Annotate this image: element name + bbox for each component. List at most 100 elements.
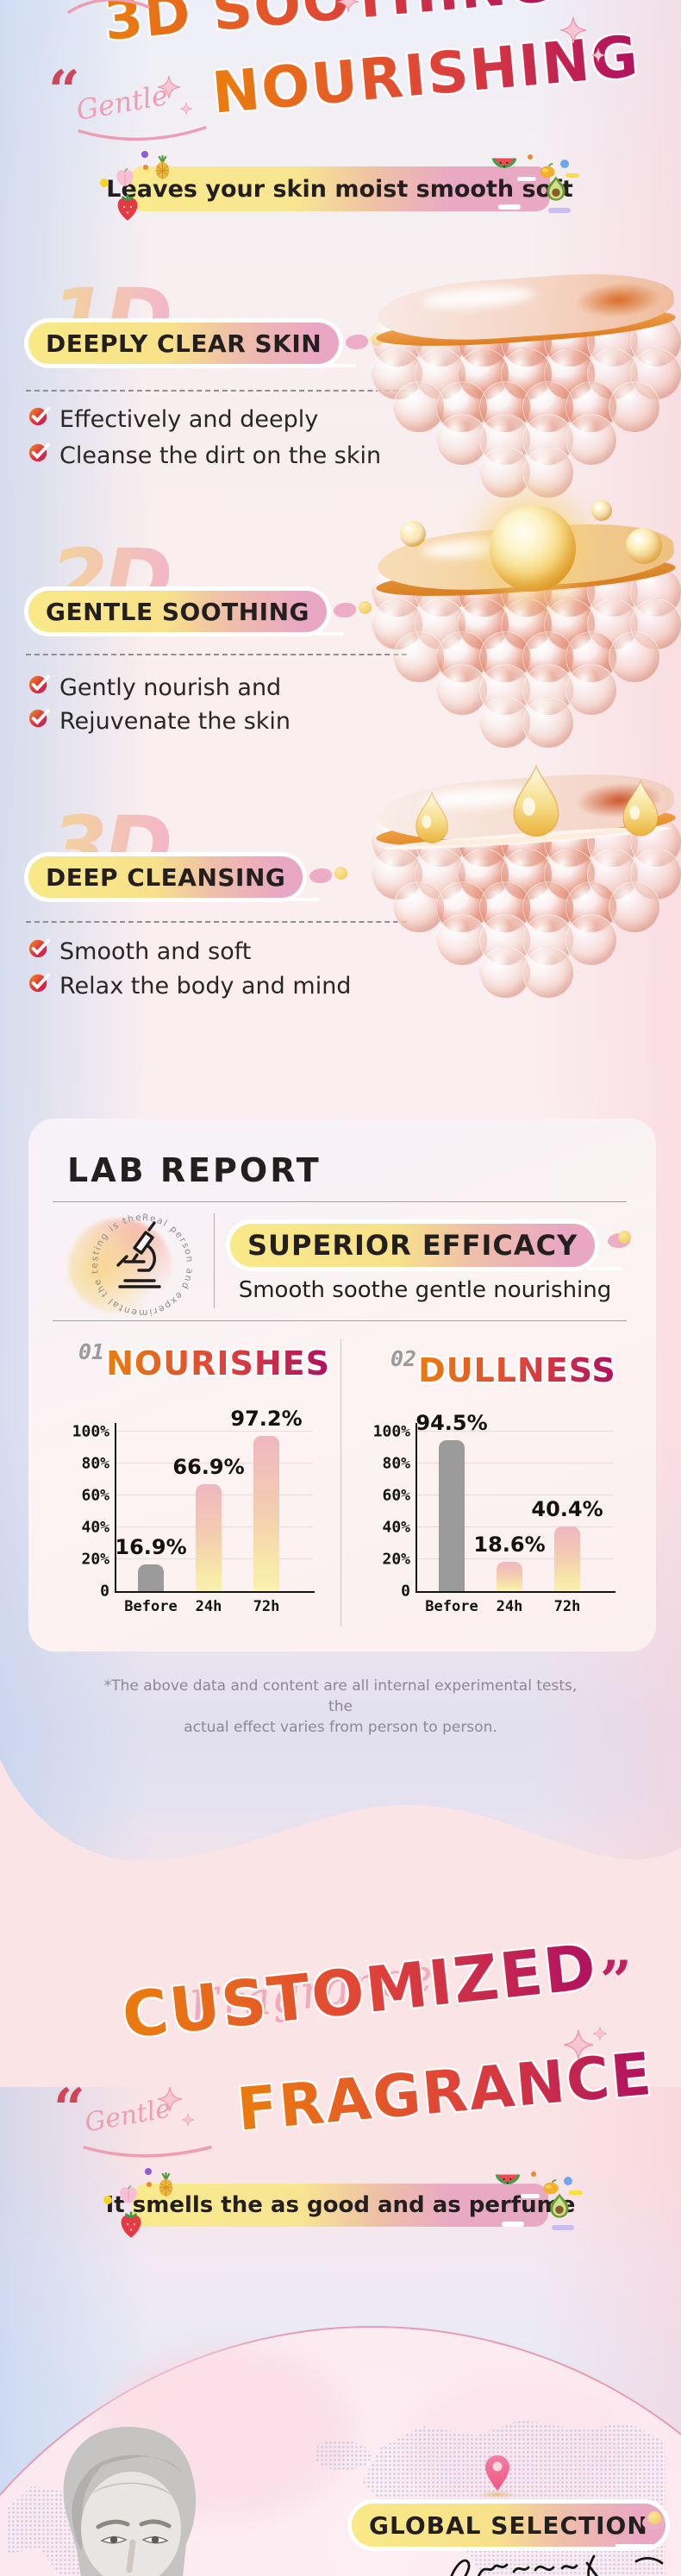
curl-decor [587, 1267, 622, 1270]
curl-decor [615, 2544, 653, 2548]
bar-value-label: 97.2% [230, 1407, 303, 1432]
x-tick-label: Before [425, 1598, 478, 1615]
tagline-text: Leaves your skin moist smooth soft [106, 175, 573, 203]
y-tick-label: 60% [382, 1486, 410, 1505]
dashed-divider [26, 921, 407, 923]
bullet-item: Cleanse the dirt on the skin [28, 442, 381, 469]
y-tick-label: 80% [81, 1454, 109, 1473]
bar-chart-nourishes: 100% 80% 60% 40% 20% 0 16.9% Before 66.9% 24h 97.2… [72, 1407, 315, 1615]
section-title-pill: DEEP CLEANSING [28, 856, 348, 901]
feature-section-3d: 3D DEEP CLEANSING Smooth and soft Relax … [0, 776, 681, 1035]
gold-dot-decor [648, 2511, 661, 2524]
sparkle-icon [337, 0, 359, 16]
tagline-banner: Leaves your skin moist smooth soft [100, 151, 579, 221]
feature-section-2d: 2D GENTLE SOOTHING Gently nourish and Re… [0, 519, 681, 778]
bar-72h [253, 1436, 279, 1591]
gridline [417, 1526, 614, 1527]
location-pin-icon [483, 2454, 512, 2493]
curl-decor [291, 898, 321, 901]
superior-efficacy-pill: SUPERIOR EFFICACY [230, 1224, 596, 1267]
y-tick-label: 100% [372, 1422, 410, 1441]
efficacy-subtitle: Smooth soothe gentle nourishing [238, 1277, 612, 1303]
y-tick-label: 40% [382, 1518, 410, 1537]
sparkle-icon [181, 2113, 195, 2129]
skin-cell-bubble [565, 664, 617, 716]
y-tick-label: 20% [382, 1550, 410, 1569]
swash-decor [83, 2144, 212, 2165]
open-quote: “ [48, 59, 80, 123]
bar-chart-dullness: 100% 80% 60% 40% 20% 0 94.5% Before 18.6% 24h 40.4… [373, 1411, 615, 1615]
check-icon [28, 972, 51, 1000]
bar-before [138, 1564, 164, 1591]
bar-value-label: 66.9% [172, 1455, 245, 1480]
skin-cell-bubble [565, 414, 617, 466]
perfumer-portrait [24, 2422, 231, 2576]
section-title-pill: DEEPLY CLEAR SKIN [28, 323, 384, 367]
skin-cell-bubble [522, 447, 574, 498]
gold-droplet-icon [509, 764, 564, 845]
bar-before [439, 1440, 465, 1591]
swash-decor [78, 126, 207, 147]
bullet-item: Gently nourish and [28, 674, 281, 701]
sparkle-icon [157, 2086, 183, 2115]
feature-section-1d: 1D DEEPLY CLEAR SKIN Effectively and dee… [0, 269, 681, 528]
world-map-patch [316, 2441, 371, 2470]
dashed-divider [26, 654, 407, 655]
global-selection-pill: GLOBAL SELECTION [352, 2504, 665, 2547]
sparkle-icon [179, 102, 193, 118]
gold-bubble [626, 528, 662, 564]
gold-dot-decor [334, 867, 348, 880]
x-tick-label: Before [124, 1598, 178, 1615]
y-tick-label: 100% [72, 1422, 109, 1441]
gold-bubble [400, 521, 426, 547]
check-icon [28, 937, 51, 965]
pin-shadow [479, 2491, 515, 2498]
skin-cell-bubble [609, 881, 660, 933]
fragrance-tagline-banner: It smells the as good and as perfume [103, 2168, 583, 2238]
bar-value-label: 40.4% [531, 1497, 603, 1522]
section-title: GENTLE SOOTHING [46, 597, 309, 626]
section-title-pill: GENTLE SOOTHING [28, 591, 372, 636]
svg-text:Real person and experimental t: Real person and experimental the testing… [90, 1213, 195, 1318]
wave-background [0, 1759, 681, 2087]
open-quote: “ [53, 2077, 85, 2141]
chart-title-nourishes: 01NOURISHES [78, 1339, 330, 1382]
dash-decor [502, 2222, 524, 2227]
bar-24h [497, 1561, 522, 1591]
y-tick-label: 60% [81, 1486, 109, 1505]
microscope-icon [116, 1221, 161, 1288]
gold-dot-decor [618, 1231, 631, 1244]
swash-decor [67, 0, 150, 19]
x-tick-label: 72h [553, 1598, 581, 1615]
bar-value-label: 16.9% [115, 1534, 187, 1559]
bar-24h [196, 1484, 222, 1591]
badge-circle-text: Real person and experimental the testing… [90, 1213, 193, 1318]
bullet-item: Effectively and deeply [28, 405, 318, 433]
disclaimer-text: *The above data and content are all inte… [103, 1677, 578, 1736]
x-tick-label: 72h [253, 1598, 280, 1615]
close-quote: ” [600, 1949, 632, 2014]
sparkle-icon [590, 47, 606, 66]
skin-cell-bubble [479, 697, 531, 749]
blob-decor [309, 868, 333, 883]
sparkle-icon [592, 2026, 608, 2044]
gold-essence-sphere [490, 505, 576, 592]
bar-value-label: 18.6% [473, 1532, 546, 1557]
gold-droplet-icon [412, 791, 452, 850]
skin-layers-render-droplets [371, 764, 681, 1026]
chart-title-dullness: 02DULLNESS [390, 1346, 616, 1389]
section-title: DEEPLY CLEAR SKIN [46, 329, 322, 358]
gridline [417, 1431, 614, 1432]
vertical-divider [214, 1213, 215, 1308]
skin-cell-bubble [522, 947, 574, 999]
y-tick-label: 20% [81, 1550, 109, 1569]
gridline [116, 1431, 313, 1432]
skin-cell-bubble [565, 914, 617, 966]
lab-report-title: LAB REPORT [67, 1151, 322, 1189]
curl-decor [315, 632, 344, 636]
signature [441, 2551, 670, 2576]
blob-decor [346, 335, 369, 349]
divider [53, 1201, 627, 1202]
bullet-item: Relax the body and mind [28, 972, 351, 1000]
